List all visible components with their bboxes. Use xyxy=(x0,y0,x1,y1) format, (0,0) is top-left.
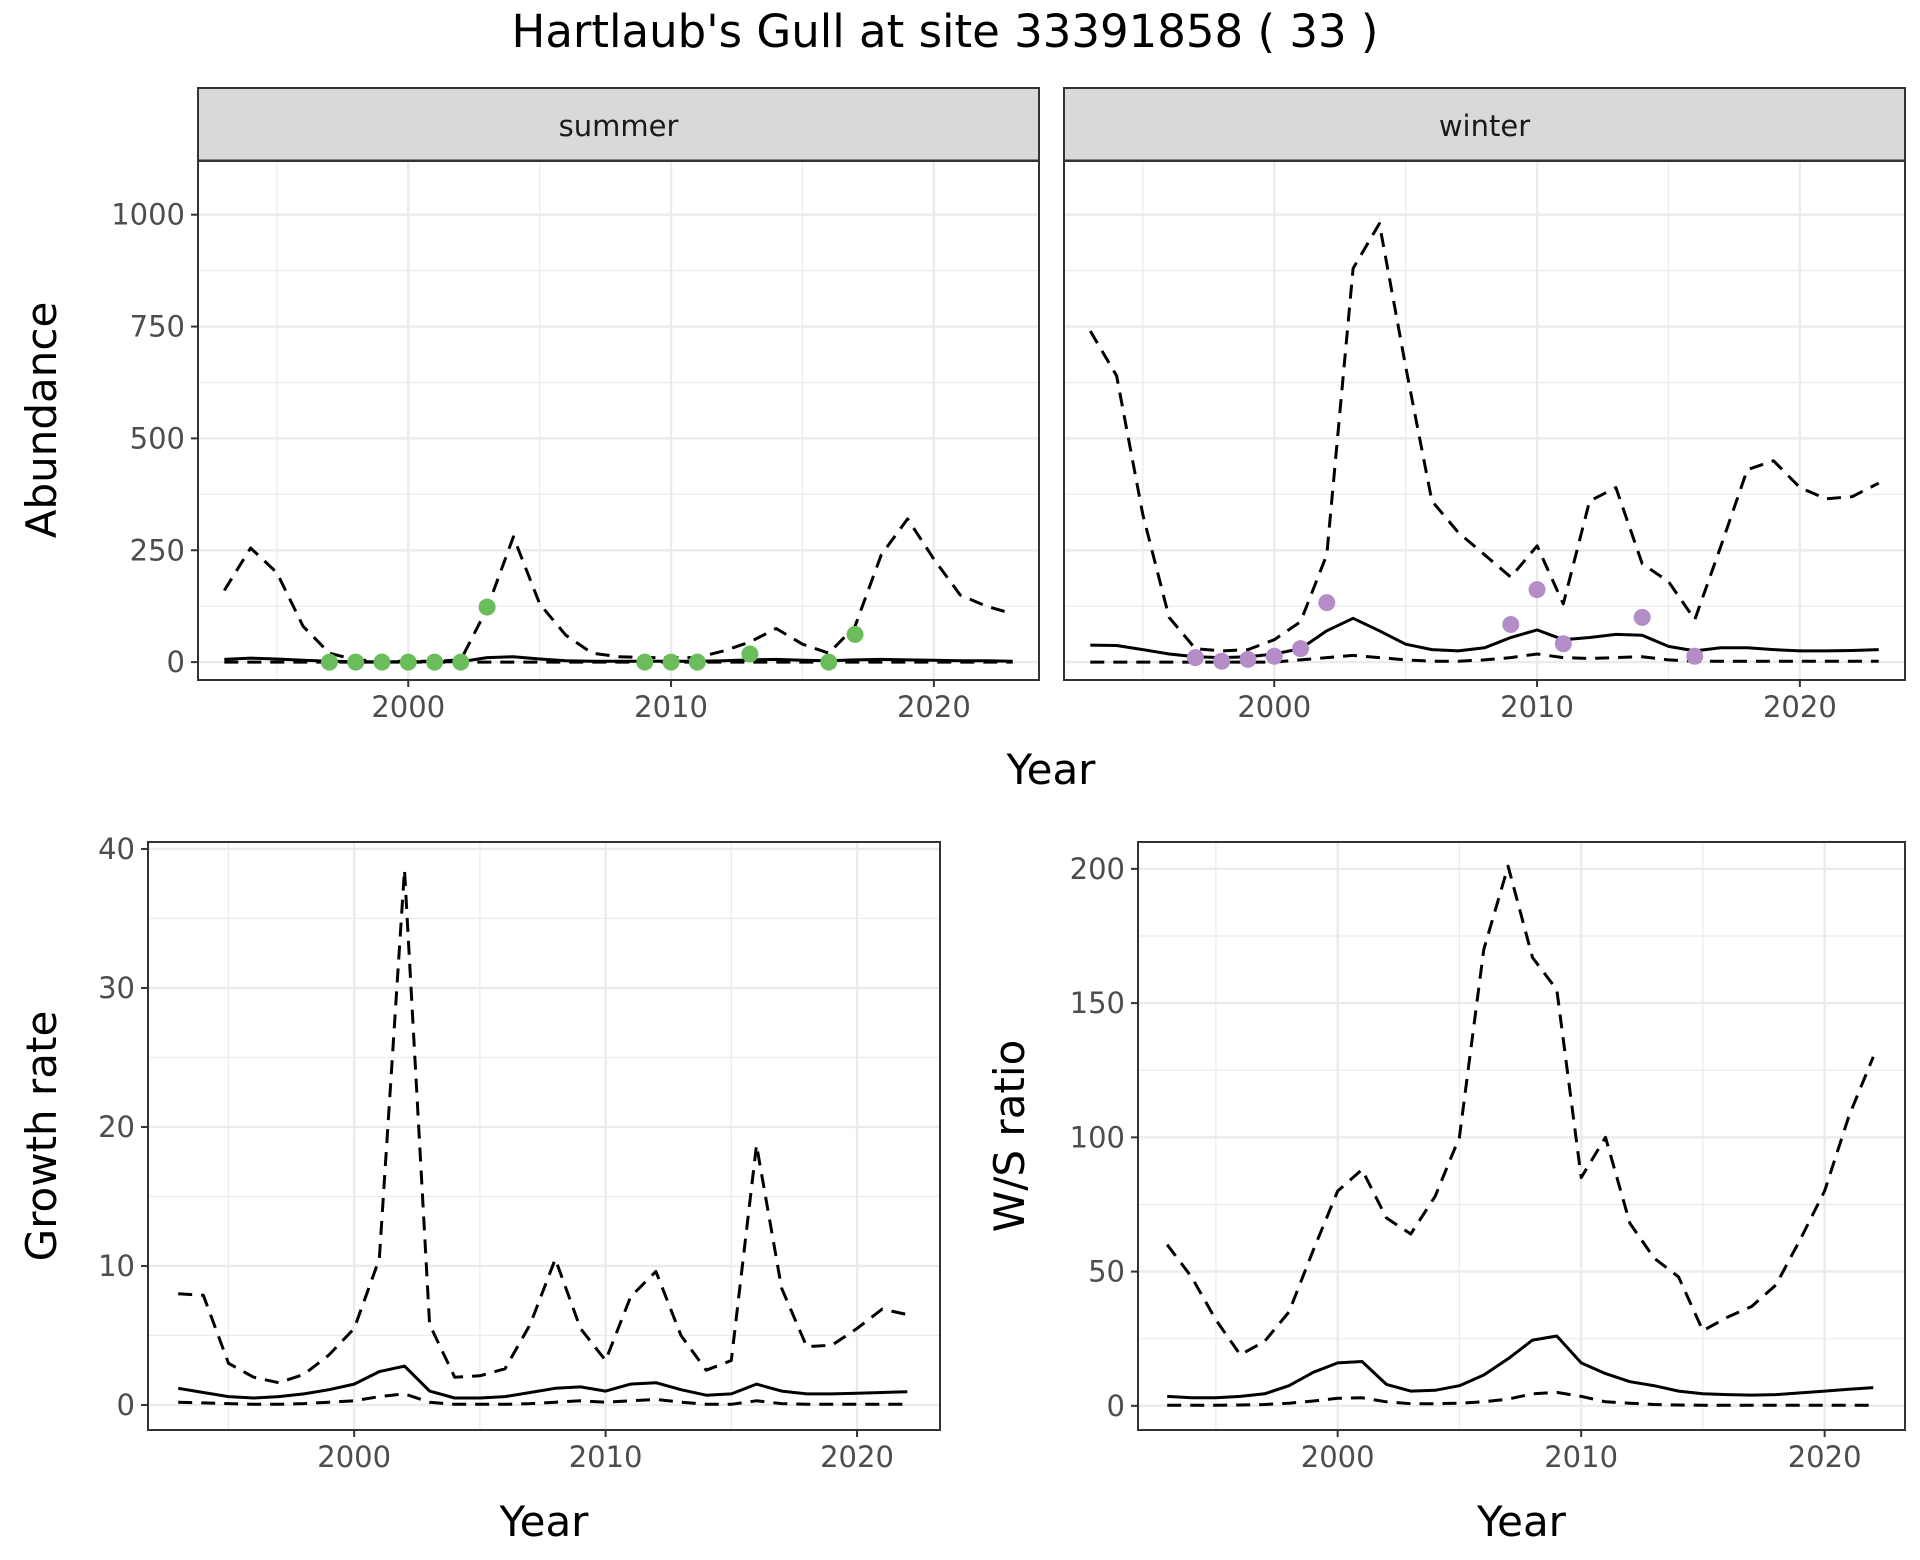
plot-background xyxy=(148,842,940,1430)
data-point xyxy=(452,653,470,671)
x-tick-label: 2000 xyxy=(1301,1440,1375,1474)
x-tick-label: 2010 xyxy=(634,690,708,724)
data-point xyxy=(741,645,759,663)
facet-strip xyxy=(197,87,1040,162)
plot-background xyxy=(1064,161,1905,680)
data-point xyxy=(662,653,680,671)
chart-title: Hartlaub's Gull at site 33391858 ( 33 ) xyxy=(512,5,1379,58)
series-line-solid xyxy=(177,1364,908,1400)
x-tick-label: 2020 xyxy=(1788,1440,1862,1474)
y-tick-label: 100 xyxy=(1070,1120,1125,1154)
y-tick-label: 20 xyxy=(98,1110,135,1144)
x-tick-label: 2020 xyxy=(1763,690,1837,724)
series-line-solid xyxy=(1167,1334,1874,1400)
y-tick-label: 30 xyxy=(98,971,135,1005)
series-line-dashed-lower xyxy=(178,1392,908,1406)
x-tick-label: 2000 xyxy=(1237,690,1311,724)
x-tick-label: 2000 xyxy=(371,690,445,724)
y-tick-label: 200 xyxy=(1070,852,1125,886)
y-tick-label: 0 xyxy=(117,1388,135,1422)
x-tick-label: 2010 xyxy=(569,1440,643,1474)
y-tick-label: 50 xyxy=(1088,1255,1125,1289)
y-axis-title: W/S ratio xyxy=(985,1040,1034,1233)
data-point xyxy=(1528,581,1546,599)
y-tick-label: 250 xyxy=(130,533,185,567)
y-tick-label: 40 xyxy=(98,832,135,866)
data-point xyxy=(478,598,496,616)
x-tick-label: 2010 xyxy=(1500,690,1574,724)
data-point xyxy=(1502,616,1520,634)
series-line-dashed-upper xyxy=(1166,864,1875,1357)
x-tick-label: 2020 xyxy=(820,1440,894,1474)
y-tick-label: 750 xyxy=(130,310,185,344)
data-point xyxy=(1554,635,1572,653)
data-point xyxy=(1633,608,1651,626)
y-tick-label: 500 xyxy=(130,421,185,455)
panel-border xyxy=(147,841,941,1431)
plot-background xyxy=(198,161,1039,680)
panel-border xyxy=(197,160,1040,681)
data-point xyxy=(846,625,864,643)
y-tick-label: 1000 xyxy=(111,198,185,232)
y-tick-label: 0 xyxy=(1107,1389,1125,1423)
data-point xyxy=(688,653,706,671)
x-axis-title: Year xyxy=(1006,745,1097,794)
x-tick-label: 2020 xyxy=(897,690,971,724)
y-tick-label: 150 xyxy=(1070,986,1125,1020)
y-tick-label: 10 xyxy=(98,1249,135,1283)
panel-border xyxy=(1063,160,1906,681)
data-point xyxy=(1686,647,1704,665)
series-line-dashed-upper xyxy=(1089,222,1880,653)
facet-strip-label: winter xyxy=(1439,109,1530,143)
data-point xyxy=(1213,652,1231,670)
series-line-dashed-lower xyxy=(1090,652,1879,664)
growth-rate-plot: 2000 2010 2020 0 10 20 30 40 Year Growth rate xyxy=(17,832,941,1546)
data-point xyxy=(820,653,838,671)
y-axis-title: Growth rate xyxy=(17,1011,66,1262)
x-tick-label: 2010 xyxy=(1544,1440,1618,1474)
data-point xyxy=(1318,594,1336,612)
facet-strip-label: summer xyxy=(559,109,679,143)
facet-panel-summer: summer 2000 2010 2020 0 250 500 750 1000 xyxy=(111,87,1040,724)
data-point xyxy=(347,653,365,671)
facet-panel-winter: winter 2000 2010 2020 xyxy=(1063,87,1906,724)
data-point xyxy=(1292,640,1310,658)
series-line-dashed-lower xyxy=(1167,1390,1874,1407)
y-tick-label: 0 xyxy=(167,645,185,679)
series-line-dashed-upper xyxy=(178,868,908,1385)
x-axis-title: Year xyxy=(1476,1497,1567,1546)
ws-ratio-plot: 2000 2010 2020 0 50 100 150 200 Year W/S ratio xyxy=(985,841,1906,1546)
y-axis-title: Abundance xyxy=(17,302,66,539)
abundance-plot: summer 2000 2010 2020 0 250 500 750 1000 winter 20… xyxy=(17,87,1906,794)
panel-border xyxy=(1137,841,1906,1431)
x-axis-title: Year xyxy=(499,1497,590,1546)
data-point xyxy=(399,653,417,671)
x-tick-label: 2000 xyxy=(317,1440,391,1474)
data-point xyxy=(373,653,391,671)
plot-background xyxy=(1138,842,1905,1430)
data-point xyxy=(1239,650,1257,668)
data-point xyxy=(1186,649,1204,667)
data-point xyxy=(320,653,338,671)
data-point xyxy=(1265,647,1283,665)
data-point xyxy=(426,653,444,671)
data-point xyxy=(636,653,654,671)
